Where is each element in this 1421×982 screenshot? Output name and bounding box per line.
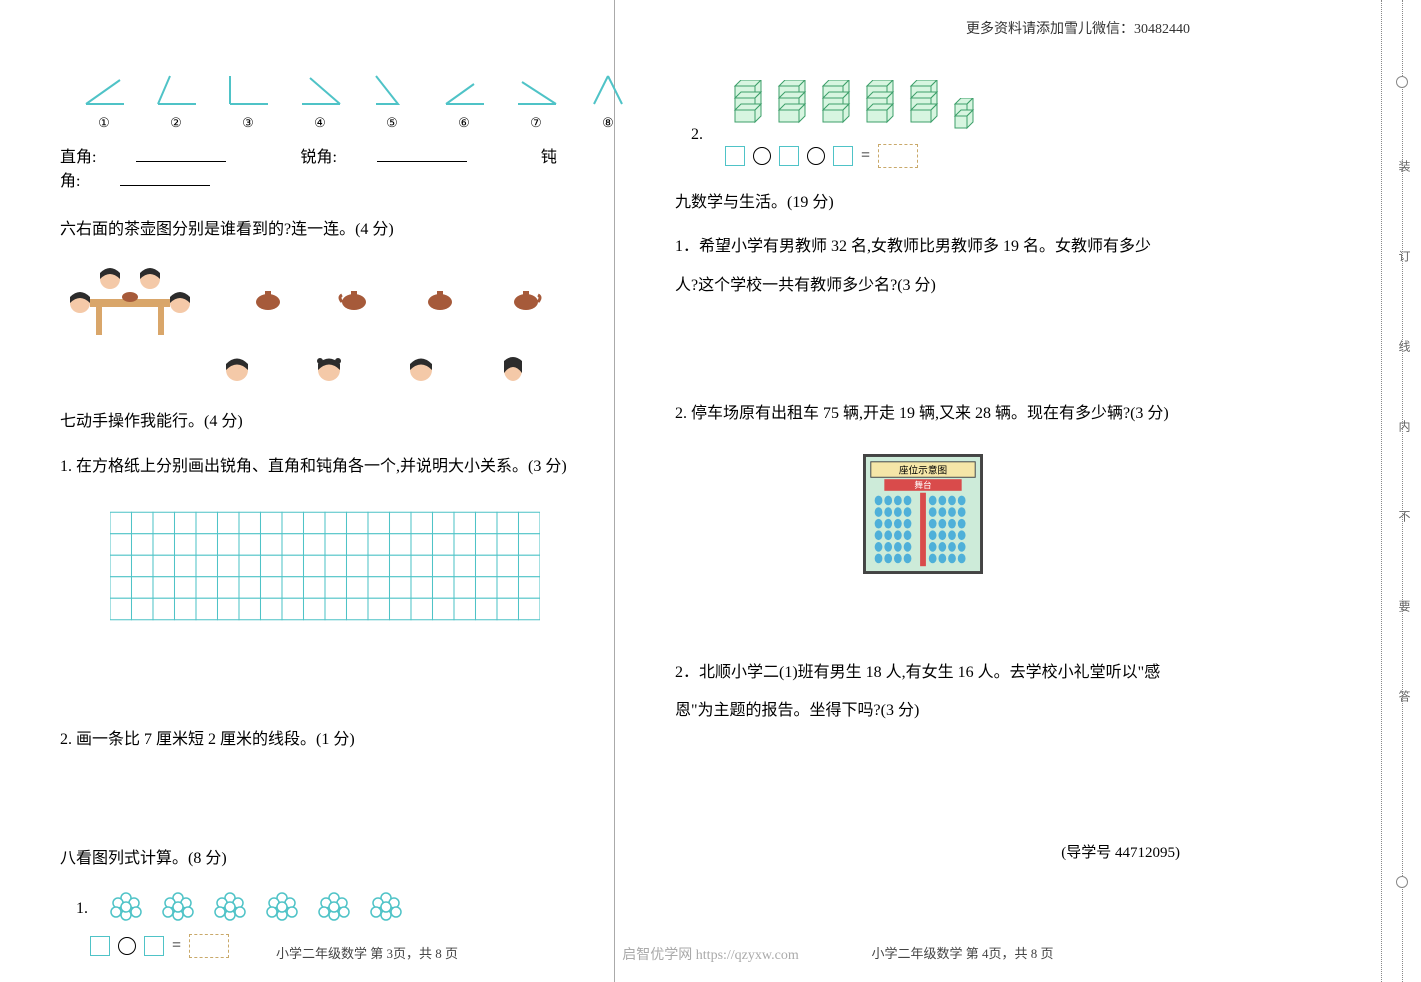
seat-stage-text: 舞台 <box>914 478 932 489</box>
margin-char-0: 装 <box>1396 160 1413 172</box>
page-container: ① ② ③ ④ ⑤ ⑥ ⑦ <box>0 0 1190 982</box>
margin-char-3: 内 <box>1396 420 1413 432</box>
angle-num-1: ① <box>80 115 128 131</box>
teapot-scene <box>60 259 594 383</box>
watermark: 启智优学网 https://qzyxw.com <box>622 944 798 964</box>
eq2-result[interactable] <box>878 144 918 168</box>
right-column: 更多资料请添加雪儿微信：30482440 2. = 九数学与生活。(19 分) … <box>615 0 1190 982</box>
acute-angle-label: 锐角: <box>300 149 336 166</box>
angle-7: ⑦ <box>512 70 560 131</box>
q9-1-text: 1．希望小学有男教师 32 名,女教师比男教师多 19 名。女教师有多少人?这个… <box>675 228 1170 305</box>
q6-text: 六右面的茶壶图分别是谁看到的?连一连。(4 分) <box>60 211 594 249</box>
angle-6: ⑥ <box>440 70 488 131</box>
teapot-view-3 <box>422 287 458 311</box>
margin-circle-1 <box>1396 76 1408 88</box>
head-3 <box>404 353 438 383</box>
right-angle-blank[interactable] <box>136 144 226 162</box>
left-column: ① ② ③ ④ ⑤ ⑥ ⑦ <box>0 0 615 982</box>
seat-diagram: 座位示意图 舞台 <box>863 454 983 574</box>
margin-char-4: 不 <box>1396 510 1413 522</box>
q8-1-row: 1. <box>60 884 594 934</box>
q8-2-row: 2. <box>675 80 1170 144</box>
grid-paper[interactable] <box>110 506 540 626</box>
binding-margin: 装订线内不要答 <box>1381 0 1421 982</box>
margin-circle-2 <box>1396 876 1408 888</box>
angle-num-4: ④ <box>296 115 344 131</box>
q9-2-text: 2. 停车场原有出租车 75 辆,开走 19 辆,又来 28 辆。现在有多少辆?… <box>675 395 1170 433</box>
q9-title: 九数学与生活。(19 分) <box>675 184 1170 222</box>
margin-char-1: 订 <box>1396 250 1413 262</box>
eq2-box-2[interactable] <box>779 146 799 166</box>
angle-num-7: ⑦ <box>512 115 560 131</box>
angle-shapes-row: ① ② ③ ④ ⑤ ⑥ ⑦ <box>80 70 594 131</box>
angle-num-3: ③ <box>224 115 272 131</box>
right-angle-label: 直角: <box>60 149 96 166</box>
angle-2: ② <box>152 70 200 131</box>
eq2-box-1[interactable] <box>725 146 745 166</box>
eq2-box-3[interactable] <box>833 146 853 166</box>
angle-num-5: ⑤ <box>368 115 416 131</box>
teapot-top-row <box>60 259 594 339</box>
acute-angle-blank[interactable] <box>377 144 467 162</box>
eq2-op-1[interactable] <box>753 147 771 165</box>
eq2-op-2[interactable] <box>807 147 825 165</box>
angle-5: ⑤ <box>368 70 416 131</box>
q8-2-equation: = <box>725 144 1170 168</box>
head-1 <box>220 353 254 383</box>
angle-3: ③ <box>224 70 272 131</box>
angle-4: ④ <box>296 70 344 131</box>
table-people-icon <box>60 259 200 339</box>
left-footer: 小学二年级数学 第 3页，共 8 页 <box>60 943 674 962</box>
head-4 <box>496 353 530 383</box>
equals-sign-2: = <box>861 147 870 165</box>
teapot-view-2 <box>336 287 372 311</box>
teapot-view-1 <box>250 287 286 311</box>
angle-1: ① <box>80 70 128 131</box>
q9-3-text: 2．北顺小学二(1)班有男生 18 人,有女生 16 人。去学校小礼堂听以"感恩… <box>675 654 1170 731</box>
q8-2-prefix: 2. <box>691 126 703 144</box>
q7-1-text: 1. 在方格纸上分别画出锐角、直角和钝角各一个,并说明大小关系。(3 分) <box>60 448 594 486</box>
top-note: 更多资料请添加雪儿微信：30482440 <box>966 18 1190 38</box>
q7-2-text: 2. 画一条比 7 厘米短 2 厘米的线段。(1 分) <box>60 721 594 759</box>
q8-title: 八看图列式计算。(8 分) <box>60 840 594 878</box>
flower-groups <box>108 892 404 922</box>
obtuse-angle-blank[interactable] <box>120 168 210 186</box>
angle-num-6: ⑥ <box>440 115 488 131</box>
angle-category-labels: 直角: 锐角: 钝角: <box>60 143 594 191</box>
guide-number: (导学号 44712095) <box>1061 841 1180 862</box>
margin-char-2: 线 <box>1396 340 1413 352</box>
q8-1-prefix: 1. <box>76 900 88 918</box>
head-2 <box>312 353 346 383</box>
q7-title: 七动手操作我能行。(4 分) <box>60 403 594 441</box>
margin-char-5: 要 <box>1396 600 1413 612</box>
cube-stacks <box>733 80 983 130</box>
teapot-heads-row <box>220 353 594 383</box>
angle-num-2: ② <box>152 115 200 131</box>
seat-title-text: 座位示意图 <box>898 464 946 476</box>
margin-char-6: 答 <box>1396 690 1413 702</box>
teapot-view-4 <box>508 287 544 311</box>
